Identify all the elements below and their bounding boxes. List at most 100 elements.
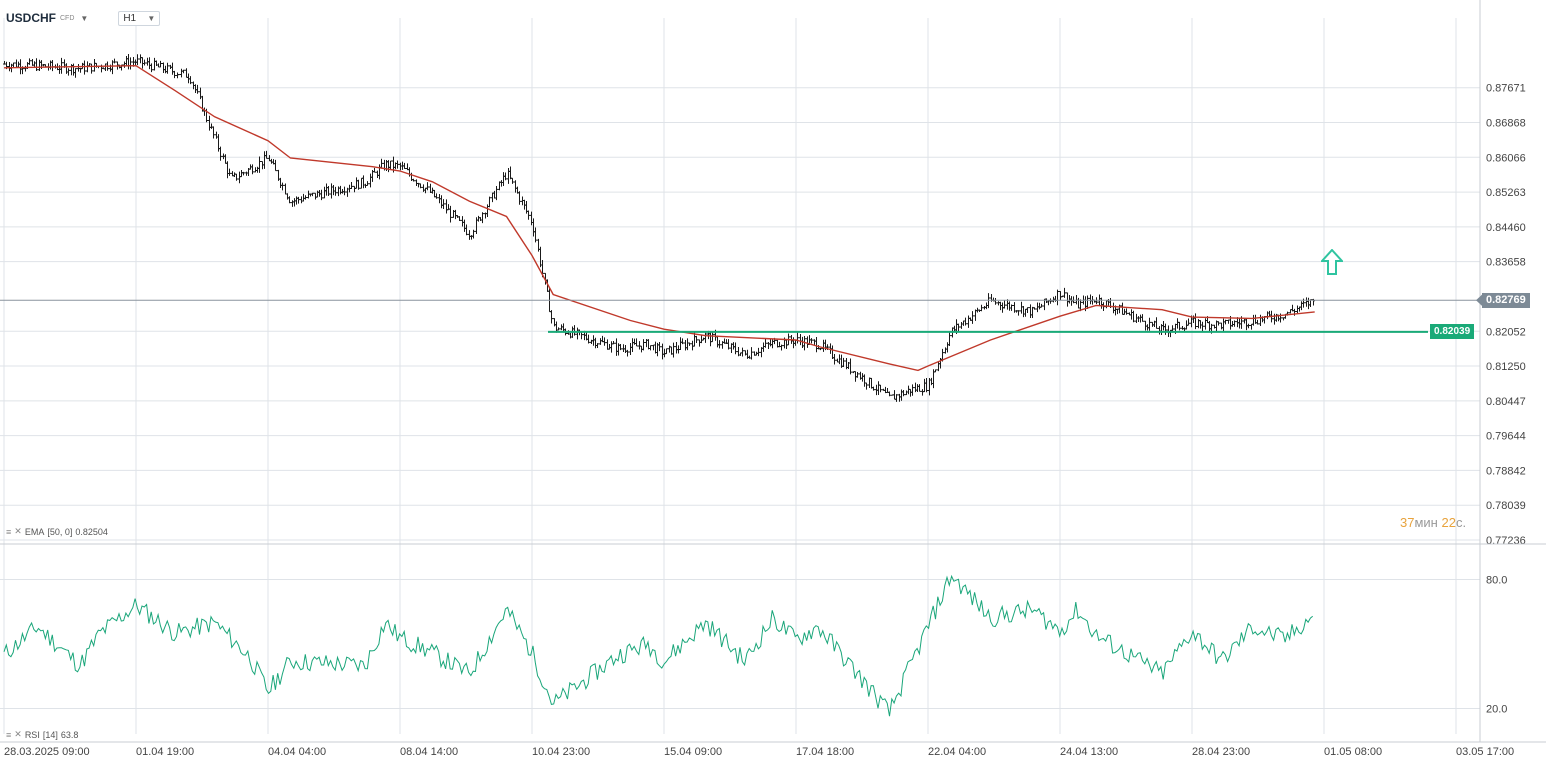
- candle: [980, 304, 983, 312]
- candle: [1215, 320, 1218, 333]
- y-tick-label: 0.79644: [1486, 431, 1526, 443]
- candle: [606, 339, 609, 350]
- candle: [819, 348, 822, 351]
- candle: [449, 205, 452, 223]
- candle: [139, 54, 142, 64]
- candle: [254, 167, 257, 173]
- candle: [879, 384, 882, 393]
- candle: [806, 336, 809, 348]
- candle: [642, 339, 645, 351]
- candle: [182, 69, 185, 74]
- candle: [534, 227, 537, 243]
- candle: [1033, 307, 1036, 310]
- candle: [1017, 310, 1020, 316]
- candle: [629, 343, 632, 356]
- candle: [93, 59, 96, 72]
- ema-line: [3, 64, 1315, 372]
- ema-legend: ≡ ✕ EMA [50, 0] 0.82504: [6, 526, 108, 537]
- candle: [127, 54, 130, 70]
- candle: [166, 62, 169, 74]
- menu-icon[interactable]: ≡: [6, 526, 12, 537]
- candle: [877, 381, 880, 395]
- candle: [615, 338, 618, 356]
- candle: [502, 172, 505, 187]
- timeframe-select[interactable]: H1 ▼: [118, 10, 161, 26]
- y-tick-label: 0.85263: [1486, 187, 1526, 199]
- rsi-line: [3, 574, 1314, 717]
- candle: [870, 377, 873, 389]
- candle: [419, 183, 422, 189]
- x-tick-label: 08.04 14:00: [400, 746, 458, 758]
- close-icon[interactable]: ✕: [14, 526, 22, 536]
- close-icon[interactable]: ✕: [14, 729, 22, 739]
- candle: [1132, 310, 1135, 323]
- candle: [994, 298, 997, 305]
- candle: [734, 342, 737, 355]
- arrow-up-icon[interactable]: [1321, 249, 1343, 275]
- candle: [353, 185, 356, 193]
- symbol-name[interactable]: USDCHF: [6, 11, 56, 25]
- candle: [196, 84, 199, 94]
- menu-icon[interactable]: ≡: [6, 729, 12, 740]
- candle: [686, 338, 689, 351]
- candle: [504, 172, 507, 181]
- candle: [373, 167, 376, 173]
- candle: [291, 200, 294, 207]
- candle: [658, 342, 661, 352]
- candle: [240, 169, 243, 178]
- candle: [1224, 319, 1227, 325]
- candle: [256, 166, 259, 173]
- candle: [458, 216, 461, 221]
- candle: [1231, 320, 1234, 327]
- candle: [822, 339, 825, 352]
- candle: [654, 341, 657, 354]
- y-tick-label: 0.86066: [1486, 152, 1526, 164]
- candle: [1307, 297, 1310, 310]
- candle: [902, 390, 905, 397]
- x-tick-label: 24.04 13:00: [1060, 746, 1118, 758]
- candle: [1008, 301, 1011, 311]
- candle: [148, 57, 151, 70]
- candle: [652, 344, 655, 351]
- candle: [212, 126, 215, 139]
- candle: [679, 337, 682, 351]
- candle: [208, 115, 211, 131]
- candle: [465, 224, 468, 236]
- candle: [224, 154, 227, 164]
- chevron-down-icon[interactable]: ▼: [80, 13, 89, 23]
- candle: [626, 349, 629, 357]
- candle: [780, 344, 783, 351]
- candle: [810, 338, 813, 344]
- candle: [691, 340, 694, 351]
- countdown-seconds: 22: [1441, 515, 1456, 530]
- candle: [113, 58, 116, 64]
- candle: [635, 338, 638, 347]
- candle: [1178, 321, 1181, 331]
- candle: [1105, 300, 1108, 309]
- candle: [1305, 297, 1308, 307]
- candle: [698, 339, 701, 347]
- candle: [856, 371, 859, 378]
- candle: [700, 335, 703, 344]
- candle: [334, 186, 337, 196]
- candle: [242, 171, 245, 176]
- candle: [948, 332, 951, 347]
- candle: [24, 65, 27, 72]
- candle: [396, 160, 399, 169]
- candle: [51, 59, 54, 72]
- candle: [378, 164, 381, 180]
- y-tick-label: 0.81250: [1486, 361, 1526, 373]
- candle: [767, 342, 770, 350]
- candle: [1029, 304, 1032, 319]
- candle: [228, 168, 231, 176]
- candle: [141, 57, 144, 69]
- candle: [1022, 306, 1025, 318]
- candle: [77, 64, 80, 72]
- candle: [909, 388, 912, 397]
- candle: [454, 209, 457, 220]
- candle: [1164, 323, 1167, 335]
- candle: [245, 171, 248, 176]
- candle: [60, 57, 63, 74]
